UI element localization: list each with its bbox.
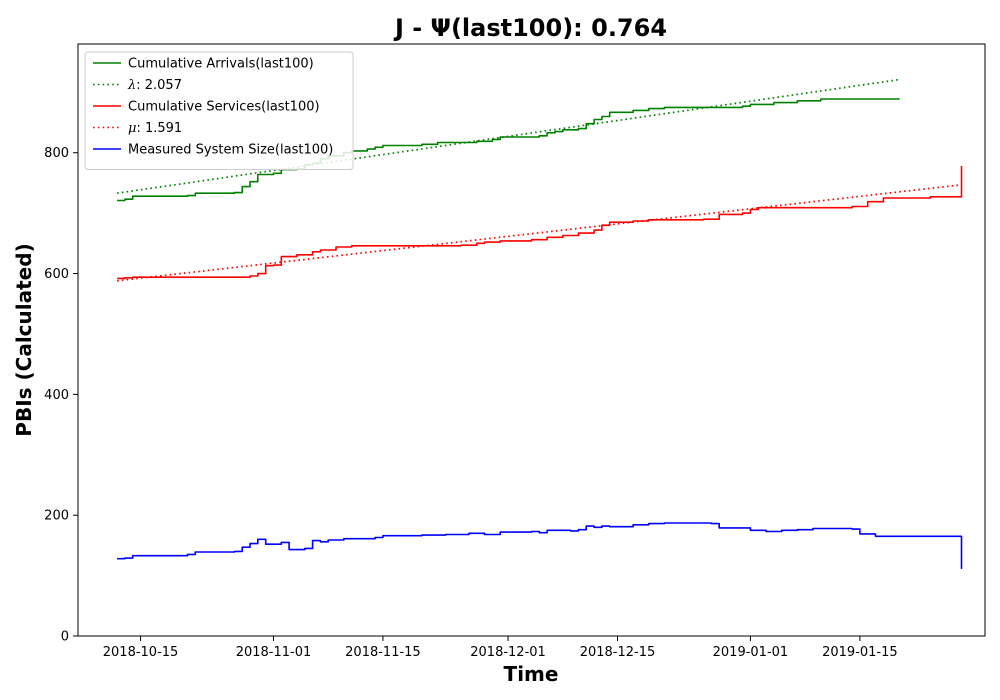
chart-title: J - Ψ(last100): 0.764 — [393, 14, 667, 42]
x-axis-title: Time — [504, 662, 559, 686]
y-tick-label: 400 — [44, 388, 69, 403]
y-axis-title: PBIs (Calculated) — [12, 243, 36, 436]
legend-box — [84, 51, 354, 170]
y-tick-label: 200 — [44, 509, 69, 524]
ticks-layer: 2018-10-15 2018-11-01 2018-11-15 2018-12-01… — [44, 146, 898, 660]
x-tick-label: 2019-01-15 — [822, 645, 898, 660]
legend-entry-3: μ: 1.591 — [128, 121, 182, 136]
legend-entry-2: Cumulative Services(last100) — [128, 100, 320, 115]
legend-entry-4: Measured System Size(last100) — [128, 143, 333, 158]
legend: Cumulative Arrivals(last100) λ: 2.057 Cumu… — [84, 51, 354, 170]
series-line-2 — [117, 166, 963, 280]
series-line-3 — [117, 183, 962, 282]
x-tick-label: 2019-01-01 — [713, 645, 789, 660]
x-tick-label: 2018-12-15 — [580, 645, 656, 660]
series-line-4 — [117, 522, 963, 569]
x-tick-label: 2018-11-15 — [345, 645, 421, 660]
x-tick-label: 2018-12-01 — [470, 645, 546, 660]
y-tick-label: 0 — [61, 630, 69, 645]
y-tick-label: 600 — [44, 267, 69, 282]
series-line-1 — [116, 78, 900, 195]
legend-entry-0: Cumulative Arrivals(last100) — [128, 57, 314, 72]
series-line-0 — [117, 98, 900, 202]
x-tick-label: 2018-11-01 — [236, 645, 312, 660]
series-layer — [116, 78, 963, 569]
y-tick-label: 800 — [44, 146, 69, 161]
legend-entry-1: λ: 2.057 — [127, 78, 182, 93]
x-tick-label: 2018-10-15 — [103, 645, 179, 660]
plot-frame — [77, 43, 986, 637]
